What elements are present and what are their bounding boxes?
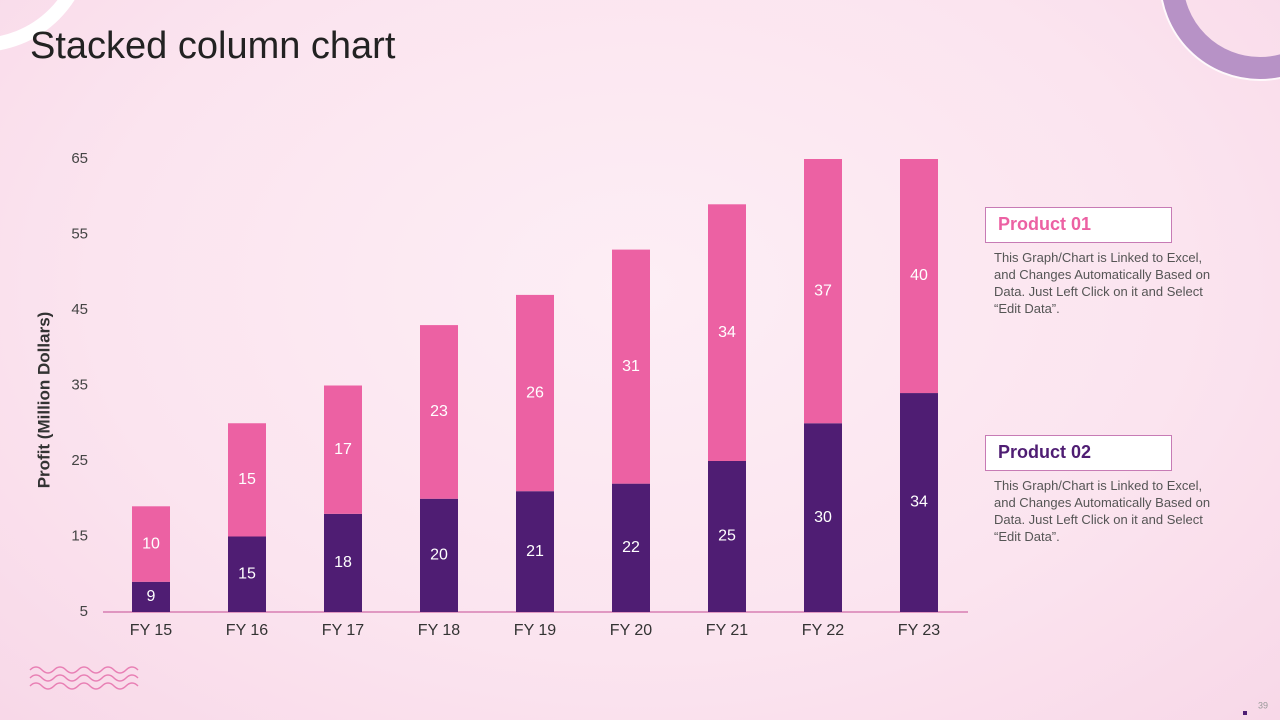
y-axis-label: Profit (Million Dollars) xyxy=(34,312,53,489)
x-tick-label: FY 15 xyxy=(130,622,173,639)
legend-label: Product 02 xyxy=(998,442,1091,462)
decor-ring xyxy=(1161,0,1280,81)
x-tick-label: FY 22 xyxy=(802,622,845,639)
bar-segment xyxy=(612,483,650,612)
x-tick-label: FY 18 xyxy=(418,622,461,639)
x-tick-label: FY 17 xyxy=(322,622,365,639)
y-tick-label: 45 xyxy=(71,301,88,318)
bar-segment xyxy=(324,385,362,514)
bar-segment xyxy=(612,249,650,484)
data-label: 37 xyxy=(814,282,832,299)
bar-segment xyxy=(804,423,842,612)
data-label: 34 xyxy=(910,494,928,511)
bar-segment xyxy=(132,581,170,612)
legend-label: Product 01 xyxy=(998,214,1091,234)
legend-note: This Graph/Chart is Linked to Excel, and… xyxy=(994,478,1211,544)
legend-box xyxy=(985,435,1172,471)
bar-segment xyxy=(420,498,458,612)
data-label: 18 xyxy=(334,554,352,571)
data-label: 30 xyxy=(814,509,832,526)
data-label: 20 xyxy=(430,547,448,564)
bar-segment xyxy=(708,204,746,462)
x-tick-label: FY 21 xyxy=(706,622,749,639)
data-label: 15 xyxy=(238,471,256,488)
x-tick-label: FY 19 xyxy=(514,622,557,639)
bar-segment xyxy=(228,423,266,537)
page-number: 39 xyxy=(1258,700,1268,710)
bar-segment xyxy=(900,393,938,612)
data-label: 22 xyxy=(622,539,640,556)
y-tick-label: 65 xyxy=(71,150,88,167)
x-tick-label: FY 20 xyxy=(610,622,653,639)
y-tick-label: 35 xyxy=(71,376,88,393)
x-tick-label: FY 23 xyxy=(898,622,941,639)
decor-waves xyxy=(29,666,139,690)
x-tick-label: FY 16 xyxy=(226,622,269,639)
decor-ring xyxy=(1163,0,1280,79)
data-label: 15 xyxy=(238,565,256,582)
bar-segment xyxy=(132,506,170,582)
y-tick-label: 55 xyxy=(71,225,88,242)
bar-segment xyxy=(516,491,554,612)
data-label: 26 xyxy=(526,384,544,401)
chart-title: Stacked column chart xyxy=(30,25,396,67)
bar-segment xyxy=(516,294,554,492)
bar-segment xyxy=(324,513,362,612)
legend-note: This Graph/Chart is Linked to Excel, and… xyxy=(994,250,1211,316)
data-label: 23 xyxy=(430,403,448,420)
data-label: 34 xyxy=(718,324,736,341)
bar-segment xyxy=(228,536,266,612)
bar-segment xyxy=(708,461,746,612)
bar-segment xyxy=(900,159,938,394)
y-tick-label: 5 xyxy=(80,603,88,620)
data-label: 25 xyxy=(718,528,736,545)
data-label: 17 xyxy=(334,441,352,458)
legend-box xyxy=(985,207,1172,243)
y-tick-label: 15 xyxy=(71,527,88,544)
data-label: 10 xyxy=(142,535,160,552)
bar-segment xyxy=(420,325,458,499)
data-label: 31 xyxy=(622,358,640,375)
bar-segment xyxy=(804,159,842,424)
decor-square xyxy=(1243,711,1247,715)
data-label: 40 xyxy=(910,267,928,284)
data-label: 21 xyxy=(526,543,544,560)
data-label: 9 xyxy=(147,588,156,605)
y-tick-label: 25 xyxy=(71,452,88,469)
